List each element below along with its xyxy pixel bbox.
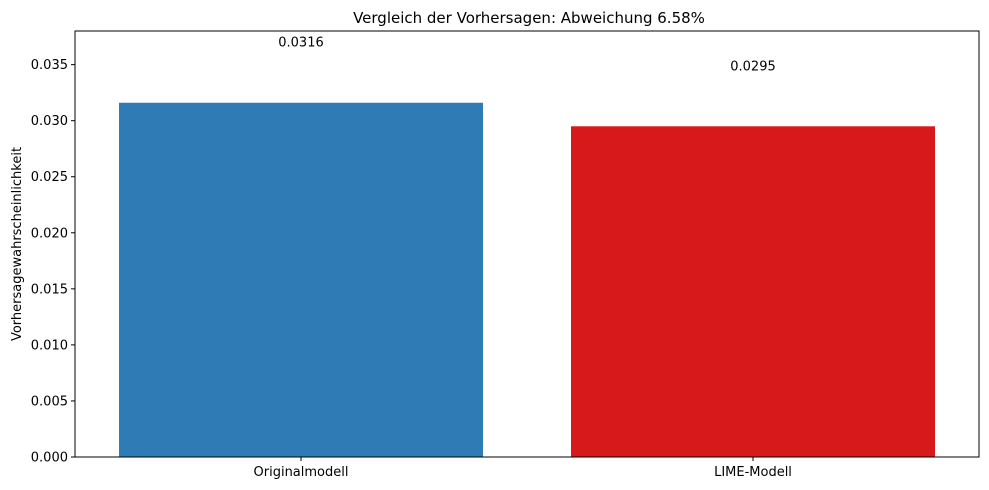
data-label: 0.0316 <box>278 36 324 51</box>
y-tick-label: 0.030 <box>31 114 68 129</box>
y-tick-label: 0.035 <box>31 58 68 73</box>
y-tick-label: 0.025 <box>31 170 68 185</box>
x-tick-label: LIME-Modell <box>714 465 792 480</box>
data-label: 0.0295 <box>730 59 776 74</box>
x-tick-label: Originalmodell <box>254 465 349 480</box>
chart-title: Vergleich der Vorhersagen: Abweichung 6.… <box>353 9 705 27</box>
bar-lime-modell <box>571 126 935 457</box>
y-tick-label: 0.000 <box>31 451 68 466</box>
bar-originalmodell <box>119 102 483 457</box>
y-tick-label: 0.020 <box>31 226 68 241</box>
y-tick-label: 0.010 <box>31 338 68 353</box>
axes-frame <box>74 30 980 458</box>
plot-area: 0.0316 Originalmodell 0.0295 LIME-Modell 0.0… <box>31 30 980 480</box>
y-axis-label: Vorhersagewahrscheinlichkeit <box>10 147 25 341</box>
y-tick-label: 0.015 <box>31 282 68 297</box>
y-tick-label: 0.005 <box>31 394 68 409</box>
